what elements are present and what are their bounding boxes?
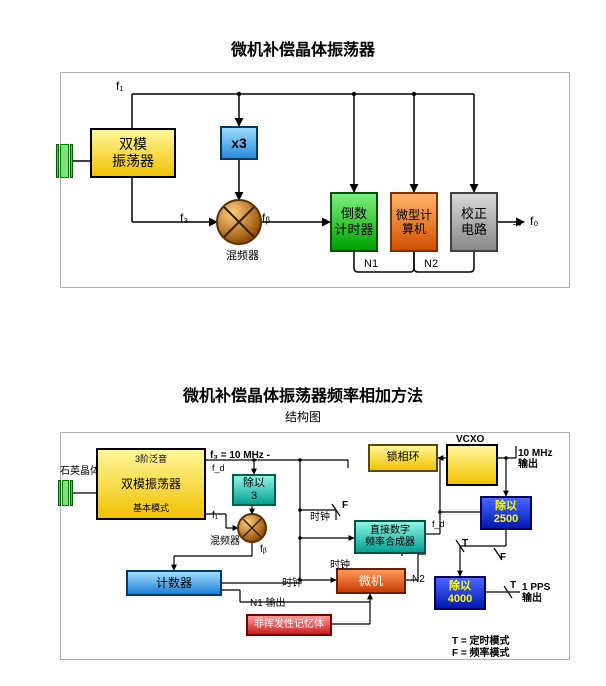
d1-crystal-plate-left <box>56 144 59 178</box>
d2-divide-by-4000: 除以 4000 <box>434 576 486 610</box>
d1-label-n1: N1 <box>364 258 378 270</box>
d2-nonvolatile-memory: 非挥发性记忆体 <box>246 614 332 636</box>
d1-crystal-plate-right <box>70 144 73 178</box>
d2-label-fd: f_d <box>212 464 225 474</box>
page: 微机补偿晶体振荡器 <box>0 0 606 686</box>
d1-label-f3: f₃ <box>180 212 188 225</box>
d1-correction-circuit: 校正 电路 <box>450 192 498 252</box>
d2-counter-text: 计数器 <box>156 576 192 590</box>
d2-label-f3eq: f₃ = 10 MHz - <box>210 450 270 461</box>
d2-crystal-plate-right <box>70 480 73 506</box>
d2-label-n1out: N1 输出 <box>250 598 286 609</box>
d2-divide-by-3: 除以 3 <box>232 474 276 506</box>
d2-label-T2: T <box>510 580 516 591</box>
d2-crystal-plate-left <box>58 480 61 506</box>
d1-crystal-body <box>60 144 69 178</box>
d2-dds: 直接数字 频率合成器 <box>354 520 426 554</box>
d1-label-f0: f₀ <box>530 215 538 228</box>
d2-nvm-text: 非挥发性记忆体 <box>254 619 324 631</box>
d2-osc-top: 3阶泛音 <box>135 454 167 465</box>
d2-dds-l1: 直接数字 <box>370 525 410 537</box>
d1-micro-line1: 微型计 <box>396 208 432 222</box>
d2-pll-text: 锁相环 <box>387 451 420 464</box>
d1-micro-line2: 算机 <box>402 222 426 236</box>
d1-label-arrow: → <box>510 215 524 230</box>
d2-label-fb: fᵦ <box>260 544 267 555</box>
d1-corr-line1: 校正 <box>461 206 487 222</box>
d2-crystal-body <box>62 480 69 506</box>
d2-microcomputer: 微机 <box>336 568 406 594</box>
d2-label-F2: F <box>500 552 506 563</box>
d2-div3-l2: 3 <box>251 490 257 503</box>
d2-div4000-l2: 4000 <box>448 593 472 606</box>
diagram2-title: 微机补偿晶体振荡器频率相加方法 <box>0 382 606 406</box>
d2-legend-F: F = 频率模式 <box>452 648 510 659</box>
d2-label-f1: f₁ <box>212 510 218 521</box>
d2-label-n2: N2 <box>412 574 425 585</box>
d2-label-T1: T <box>462 538 468 549</box>
d1-timer-line2: 计时器 <box>334 222 373 238</box>
d2-dds-l2: 频率合成器 <box>365 537 415 549</box>
d2-quartz-label: 石英晶体 <box>60 466 100 477</box>
d1-x3-block: x3 <box>220 126 258 160</box>
d2-label-clock2: 时钟 <box>330 560 350 571</box>
d2-div4000-l1: 除以 <box>449 580 471 593</box>
d2-label-mixer: 混频器 <box>210 536 240 547</box>
diagram2-subtitle: 结构图 <box>0 408 606 425</box>
d1-label-fb: fᵦ <box>262 212 270 225</box>
d2-label-clock3: 时钟 <box>282 578 302 589</box>
d2-label-fd2: f_d <box>432 520 445 530</box>
diagram1-frame <box>60 72 570 288</box>
d2-dual-mode-oscillator: 3阶泛音 双模振荡器 基本模式 <box>96 448 206 520</box>
d2-micro-text: 微机 <box>359 574 383 588</box>
d2-label-F: F <box>342 500 348 511</box>
d2-pll: 锁相环 <box>368 444 438 472</box>
d1-dual-mode-oscillator: 双模 振荡器 <box>90 128 176 178</box>
d2-div2500-l2: 2500 <box>494 513 518 526</box>
d2-divide-by-2500: 除以 2500 <box>480 496 532 530</box>
d2-div2500-l1: 除以 <box>495 500 517 513</box>
d1-timer-line1: 倒数 <box>341 206 367 222</box>
d1-osc-line2: 振荡器 <box>112 153 154 170</box>
d2-osc-mid: 双模振荡器 <box>121 477 181 491</box>
d1-reciprocal-timer: 倒数 计时器 <box>330 192 378 252</box>
d2-label-out1pps: 1 PPS 输出 <box>522 582 550 604</box>
d2-label-clock1: 时钟 <box>310 512 330 523</box>
d2-label-out10: 10 MHz 输出 <box>518 448 552 470</box>
d1-x3-text: x3 <box>231 135 247 152</box>
diagram1-title: 微机补偿晶体振荡器 <box>0 36 606 60</box>
d1-label-f1: f₁ <box>116 80 123 93</box>
d1-corr-line2: 电路 <box>461 222 487 238</box>
d2-osc-bot: 基本模式 <box>133 503 169 514</box>
d1-osc-line1: 双模 <box>119 136 147 153</box>
d2-counter: 计数器 <box>126 570 222 596</box>
d1-microcomputer: 微型计 算机 <box>390 192 438 252</box>
d1-label-n2: N2 <box>424 258 438 270</box>
d1-label-mixer: 混频器 <box>226 250 259 262</box>
d2-legend-T: T = 定时模式 <box>452 636 510 647</box>
d2-vcxo <box>446 444 498 486</box>
d2-vcxo-header: VCXO <box>456 434 484 445</box>
d2-div3-l1: 除以 <box>243 477 265 490</box>
